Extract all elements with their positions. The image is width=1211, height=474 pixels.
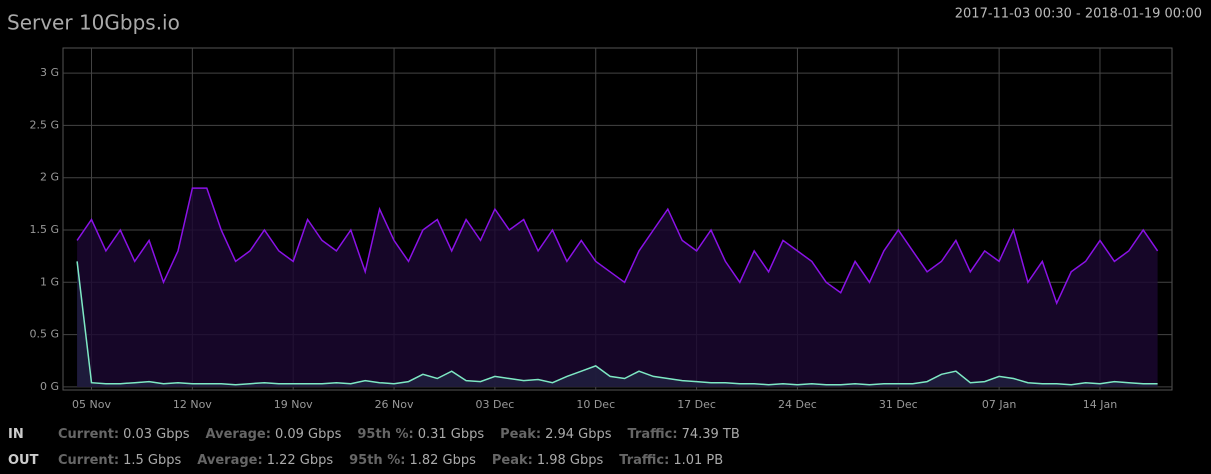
y-tick-label: 2 G	[40, 171, 59, 184]
stat-label: Current:	[58, 453, 120, 468]
x-tick-label: 14 Jan	[1083, 398, 1117, 411]
x-tick-label: 31 Dec	[879, 398, 918, 411]
stat-value: 1.01 PB	[673, 453, 724, 468]
y-tick-label: 0 G	[40, 380, 59, 393]
stat-value: 2.94 Gbps	[545, 427, 612, 442]
stat-label: 95th %:	[349, 453, 406, 468]
stat-value: 0.03 Gbps	[123, 427, 190, 442]
y-tick-label: 1.5 G	[29, 223, 59, 236]
x-tick-label: 05 Nov	[72, 398, 111, 411]
x-tick-label: 07 Jan	[982, 398, 1016, 411]
y-tick-label: 0.5 G	[29, 328, 59, 341]
y-tick-label: 2.5 G	[29, 118, 59, 131]
stat-label: Average:	[197, 453, 263, 468]
x-tick-label: 03 Dec	[476, 398, 515, 411]
x-tick-label: 26 Nov	[375, 398, 414, 411]
x-tick-label: 17 Dec	[677, 398, 716, 411]
stat-value: 1.82 Gbps	[409, 453, 476, 468]
line	[76, 187, 1159, 306]
stats-row: IN Current: 0.03 Gbps Average: 0.09 Gbps 95th…	[0, 422, 1211, 448]
stats-row: OUT Current: 1.5 Gbps Average: 1.22 Gbps 95th…	[0, 448, 1211, 474]
stat-label: 95th %:	[357, 427, 414, 442]
chart-title: Server 10Gbps.io	[7, 11, 180, 35]
chart: Server 10Gbps.io 2017-11-03 00:30 - 2018…	[7, 7, 1202, 412]
stat-label: Average:	[205, 427, 271, 442]
x-tick-label: 12 Nov	[173, 398, 212, 411]
stat-label: Traffic:	[627, 427, 678, 442]
date-range: 2017-11-03 00:30 - 2018-01-19 00:00	[955, 7, 1202, 22]
stat-value: 1.5 Gbps	[123, 453, 182, 468]
x-tick-label: 19 Nov	[274, 398, 313, 411]
stat-value: 1.98 Gbps	[536, 453, 604, 468]
series-name: OUT	[8, 453, 39, 468]
stats: IN Current: 0.03 Gbps Average: 0.09 Gbps 95th…	[0, 422, 1211, 474]
area	[77, 188, 1158, 387]
line	[76, 261, 1158, 386]
x-tick-label: 24 Dec	[778, 398, 817, 411]
x-tick-label: 10 Dec	[576, 398, 615, 411]
stat-value: 0.31 Gbps	[417, 427, 485, 442]
y-tick-label: 1 G	[40, 275, 59, 288]
stat-value: 1.22 Gbps	[266, 453, 334, 468]
stat-label: Peak:	[500, 427, 542, 442]
stat-label: Current:	[58, 427, 120, 442]
stat-value: 0.09 Gbps	[274, 427, 342, 442]
y-tick-label: 3 G	[40, 66, 59, 79]
stat-label: Peak:	[491, 453, 533, 468]
series-name: IN	[8, 427, 24, 442]
stat-label: Traffic:	[619, 453, 670, 468]
stat-value: 74.39 TB	[681, 427, 740, 442]
